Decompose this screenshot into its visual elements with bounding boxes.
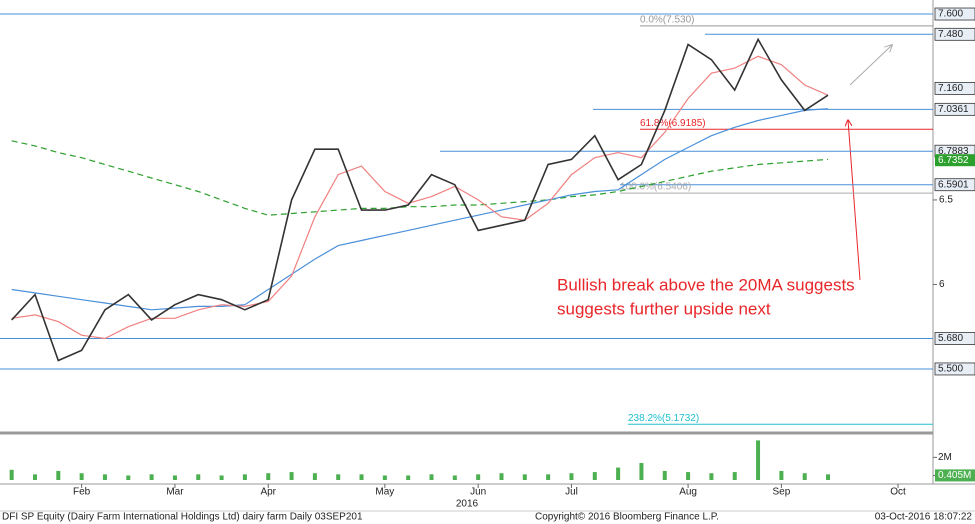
volume-bar bbox=[476, 474, 481, 480]
level-label: 6.7883 bbox=[938, 146, 969, 157]
level-box bbox=[934, 178, 975, 192]
volume-bar bbox=[452, 475, 457, 480]
volume-bar bbox=[802, 473, 807, 480]
volume-bar bbox=[732, 472, 737, 480]
level-label: 5.680 bbox=[938, 333, 963, 344]
ma-label: 6.7352 bbox=[938, 155, 969, 166]
volume-bar bbox=[102, 474, 107, 480]
fib-label: 238.2%(5.1732) bbox=[628, 413, 699, 424]
volume-bar bbox=[499, 473, 504, 480]
fib-label: 61.8%(6.9185) bbox=[640, 118, 706, 129]
year-label: 2016 bbox=[456, 499, 479, 510]
volume-bar bbox=[266, 473, 271, 480]
level-label: 6.5901 bbox=[938, 179, 969, 190]
level-label: 7.600 bbox=[938, 9, 963, 20]
annotation: Bullish break above the 20MA suggests bbox=[557, 275, 855, 294]
annotation-arrow bbox=[848, 120, 861, 281]
volume-box bbox=[935, 469, 975, 482]
x-tick-label: Feb bbox=[73, 487, 91, 498]
volume-bar bbox=[592, 472, 597, 480]
volume-bar bbox=[569, 473, 574, 480]
volume-bar bbox=[289, 472, 294, 480]
volume-bar bbox=[826, 474, 831, 480]
x-tick-label: Aug bbox=[679, 487, 697, 498]
volume-bar bbox=[779, 470, 784, 480]
y-tick-label: 6.5 bbox=[939, 195, 953, 206]
x-tick-label: Jun bbox=[470, 487, 486, 498]
volume-bar bbox=[662, 470, 667, 480]
footer-timestamp: 03-Oct-2016 18:07:22 bbox=[875, 512, 973, 523]
volume-bar bbox=[9, 469, 14, 480]
moving-average bbox=[11, 55, 829, 340]
x-tick-label: Jul bbox=[565, 487, 578, 498]
x-tick-label: Mar bbox=[166, 487, 184, 498]
footer-security: DFI SP Equity (Dairy Farm International … bbox=[2, 512, 363, 523]
volume-tick-label: 2M bbox=[938, 452, 952, 463]
volume-bar bbox=[56, 470, 61, 480]
annotation: suggests further upside next bbox=[557, 299, 771, 318]
volume-bar bbox=[616, 467, 621, 480]
level-box bbox=[934, 362, 975, 376]
volume-bar bbox=[312, 473, 317, 480]
x-tick-label: Apr bbox=[260, 487, 276, 498]
level-box bbox=[934, 27, 975, 41]
volume-bar bbox=[709, 473, 714, 480]
x-tick-label: May bbox=[375, 487, 394, 498]
volume-bar bbox=[32, 474, 37, 480]
volume-bar bbox=[522, 474, 527, 480]
volume-bar bbox=[639, 463, 644, 480]
ma-label-box bbox=[935, 154, 975, 167]
volume-bar bbox=[219, 475, 224, 480]
level-box bbox=[934, 102, 975, 116]
volume-bar bbox=[242, 474, 247, 480]
fib-label: 0.0%(7.530) bbox=[640, 14, 694, 25]
price-line bbox=[11, 37, 829, 362]
volume-bar bbox=[196, 474, 201, 480]
level-label: 7.160 bbox=[938, 83, 963, 94]
volume-bar bbox=[149, 474, 154, 480]
level-box bbox=[934, 332, 975, 345]
volume-bar bbox=[382, 475, 387, 480]
volume-bar bbox=[546, 474, 551, 480]
y-tick-label: 6 bbox=[939, 279, 945, 290]
volume-bar bbox=[336, 474, 341, 480]
x-tick-label: Sep bbox=[772, 487, 790, 498]
volume-bar bbox=[359, 474, 364, 480]
volume-bar bbox=[429, 474, 434, 480]
level-box bbox=[934, 81, 975, 95]
volume-bar bbox=[756, 440, 761, 480]
moving-average bbox=[11, 108, 829, 311]
volume-bar bbox=[79, 473, 84, 480]
level-box bbox=[934, 7, 975, 21]
projection-arrow bbox=[849, 45, 892, 86]
volume-tick-label: 0.405M bbox=[938, 470, 971, 481]
volume-bar bbox=[406, 475, 411, 480]
volume-bar bbox=[126, 475, 131, 480]
level-label: 7.0361 bbox=[938, 104, 969, 115]
x-tick-label: Oct bbox=[890, 487, 906, 498]
level-label: 5.500 bbox=[938, 364, 963, 375]
moving-average bbox=[11, 140, 829, 216]
volume-bar bbox=[172, 475, 177, 480]
volume-bar bbox=[686, 472, 691, 480]
fib-label: 100.0%(6.5406) bbox=[620, 182, 691, 193]
footer-copyright: Copyright© 2016 Bloomberg Finance L.P. bbox=[535, 512, 719, 523]
level-label: 7.480 bbox=[938, 29, 963, 40]
